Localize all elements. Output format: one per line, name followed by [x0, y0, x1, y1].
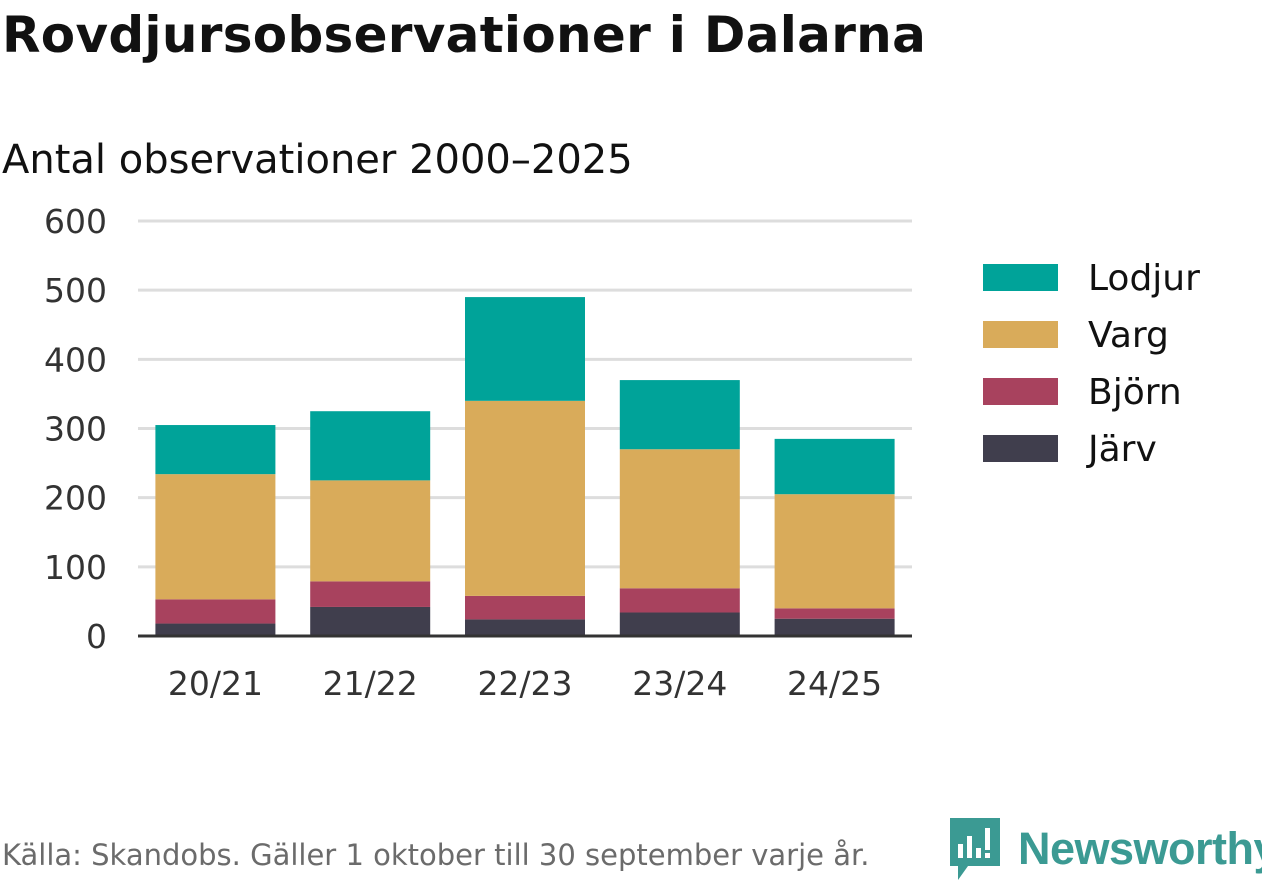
- bar-segment: [619, 612, 740, 636]
- bar-segment: [619, 449, 740, 589]
- legend-label: Björn: [1088, 372, 1182, 413]
- y-tick-label: 200: [44, 479, 107, 518]
- x-tick-label: 22/23: [477, 664, 572, 703]
- bars: [155, 297, 895, 636]
- legend: Lodjur Varg Björn Järv: [983, 258, 1200, 470]
- y-tick-label: 600: [44, 202, 107, 241]
- x-tick-label: 24/25: [787, 664, 882, 703]
- legend-label: Lodjur: [1088, 258, 1200, 299]
- y-tick-label: 0: [86, 617, 107, 656]
- x-axis-ticks: 20/21 21/22 22/23 23/24 24/25: [168, 664, 882, 703]
- bar-segment: [619, 380, 740, 450]
- y-tick-label: 300: [44, 410, 107, 449]
- bar-segment: [310, 606, 431, 636]
- chart-title: Rovdjursobservationer i Dalarna: [2, 6, 927, 64]
- newsworthy-logo-icon: [950, 818, 1000, 880]
- legend-swatch: [983, 378, 1058, 405]
- x-tick-label: 23/24: [632, 664, 727, 703]
- y-tick-label: 400: [44, 340, 107, 379]
- legend-swatch: [983, 435, 1058, 462]
- legend-swatch: [983, 264, 1058, 291]
- x-tick-label: 20/21: [168, 664, 263, 703]
- bar-segment: [774, 618, 895, 636]
- brand-name: Newsworthy: [1018, 823, 1262, 874]
- bar-segment: [465, 297, 585, 401]
- bar-segment: [619, 588, 740, 613]
- source-note: Källa: Skandobs. Gäller 1 oktober till 3…: [2, 838, 870, 872]
- bar-segment: [155, 623, 276, 636]
- bar-segment: [155, 599, 276, 624]
- bar-segment: [774, 608, 895, 619]
- y-tick-label: 500: [44, 271, 107, 310]
- bar-segment: [465, 595, 585, 620]
- brand-logo[interactable]: Newsworthy: [950, 818, 1262, 880]
- bar-segment: [310, 411, 431, 481]
- bar-segment: [774, 438, 895, 495]
- legend-swatch: [983, 321, 1058, 348]
- bar-segment: [774, 494, 895, 609]
- bar-segment: [310, 480, 431, 582]
- legend-label: Järv: [1086, 429, 1157, 470]
- x-tick-label: 21/22: [323, 664, 418, 703]
- bar-segment: [465, 619, 585, 636]
- bar-segment: [155, 474, 276, 600]
- y-tick-label: 100: [44, 548, 107, 587]
- bar-segment: [155, 425, 276, 475]
- legend-label: Varg: [1088, 315, 1169, 356]
- bar-segment: [465, 400, 585, 596]
- y-axis-ticks: 0 100 200 300 400 500 600: [44, 202, 107, 656]
- chart-subtitle: Antal observationer 2000–2025: [2, 137, 633, 183]
- bar-segment: [310, 581, 431, 607]
